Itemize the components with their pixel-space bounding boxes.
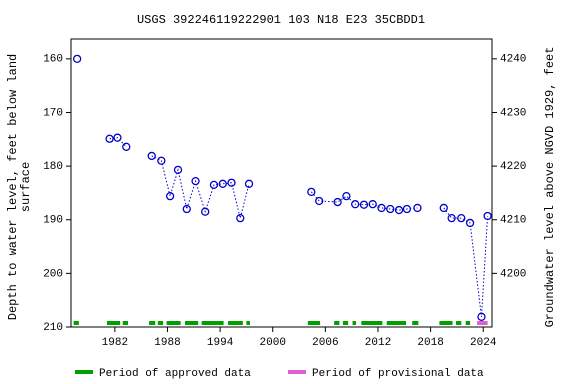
period-bar [361, 321, 383, 325]
period-bar [106, 321, 121, 325]
x-tick-label: 1994 [207, 337, 234, 349]
x-tick-label: 2006 [312, 337, 338, 349]
x-tick-label: 2024 [470, 337, 497, 349]
period-bar [201, 321, 224, 325]
y-axis-label: surface [19, 162, 33, 212]
period-bar [456, 321, 462, 325]
data-point [377, 203, 386, 213]
y-tick-label: 200 [43, 268, 63, 280]
x-tick-label: 2018 [417, 337, 443, 349]
period-bar [227, 321, 243, 325]
period-bar [477, 321, 488, 325]
y-tick-label: 160 [43, 54, 63, 66]
period-bar [149, 321, 156, 325]
x-tick-label: 1982 [102, 337, 128, 349]
chart-title: USGS 392246119222901 103 N18 E23 35CBDD1 [137, 13, 425, 27]
y-tick-label: 190 [43, 215, 63, 227]
period-bar [157, 321, 164, 325]
data-point [72, 54, 82, 63]
period-bar [246, 321, 250, 325]
plot-frame [70, 38, 493, 328]
y2-tick-label: 4230 [500, 107, 526, 119]
period-bar [412, 321, 419, 325]
connector-line [310, 191, 418, 211]
data-point [173, 165, 183, 175]
data-point [342, 191, 351, 201]
period-bar [73, 321, 79, 325]
data-point [457, 213, 466, 223]
period-bar [352, 321, 357, 325]
data-point [386, 204, 395, 214]
data-point [359, 200, 369, 209]
data-point [333, 197, 342, 207]
period-bar [122, 321, 129, 325]
period-bar [386, 321, 407, 325]
data-point [439, 203, 448, 213]
connector-line [109, 137, 127, 148]
data-point [465, 218, 475, 228]
period-bar [465, 321, 471, 325]
data-point [147, 151, 156, 161]
data-point [191, 176, 200, 186]
period-bar [342, 321, 349, 325]
legend-label: Period of approved data [99, 368, 251, 380]
data-point [227, 178, 236, 187]
data-point [209, 180, 219, 190]
y-tick-label: 210 [43, 322, 63, 334]
data-point [105, 134, 114, 143]
legend-label: Period of provisional data [312, 368, 484, 380]
data-point [351, 200, 360, 209]
connector-line [151, 155, 250, 219]
y-axis-label: Depth to water level, feet below land [6, 54, 20, 320]
data-point [122, 142, 131, 151]
period-bar [334, 321, 340, 325]
data-point [236, 213, 245, 223]
y2-tick-label: 4210 [500, 215, 526, 227]
period-bar [439, 321, 453, 325]
data-point [113, 133, 122, 142]
x-tick-label: 2000 [260, 337, 286, 349]
data-point [201, 207, 210, 216]
data-point [244, 179, 254, 188]
data-point [315, 196, 324, 206]
data-point [157, 156, 166, 165]
data-point [218, 179, 227, 188]
y2-tick-label: 4220 [500, 161, 526, 173]
connector-line [443, 207, 489, 317]
period-bar [307, 321, 321, 325]
y2-tick-label: 4240 [500, 54, 526, 66]
period-bar [166, 321, 181, 325]
data-point [394, 205, 404, 215]
data-point [368, 200, 377, 209]
data-point [447, 213, 456, 223]
y-tick-label: 170 [43, 107, 63, 119]
y-tick-label: 180 [43, 161, 63, 173]
x-tick-label: 2012 [365, 337, 391, 349]
data-point [182, 204, 191, 214]
data-point [402, 204, 412, 214]
data-point [477, 312, 486, 321]
x-tick-label: 1988 [154, 337, 180, 349]
period-bar [185, 321, 199, 325]
data-point [165, 191, 175, 201]
data-point [483, 211, 492, 221]
y2-tick-label: 4200 [500, 268, 526, 280]
data-point [307, 187, 316, 196]
data-point [413, 203, 422, 213]
y2-axis-label: Groundwater level above NGVD 1929, feet [543, 47, 557, 328]
